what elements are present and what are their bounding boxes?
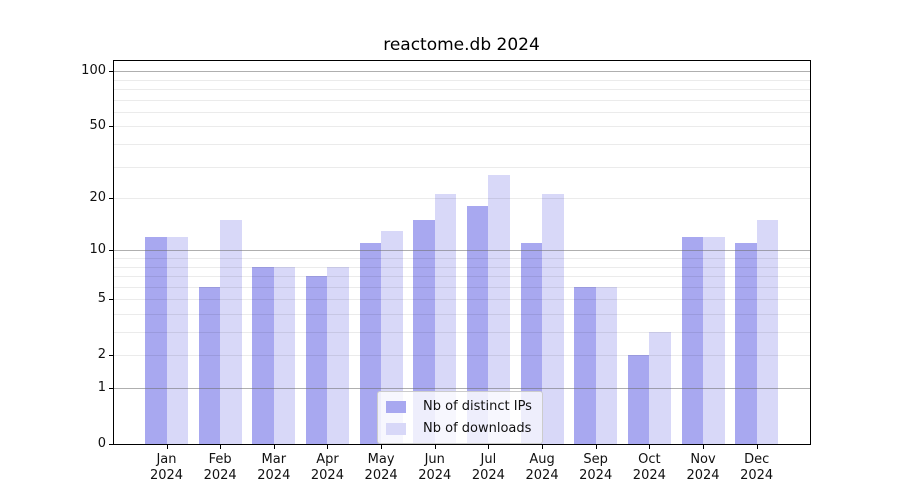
x-tick-mark — [542, 445, 544, 449]
y-tick-mark — [109, 250, 113, 252]
y-tick-label: 10 — [89, 242, 106, 258]
x-tick-mark — [434, 445, 436, 449]
bar-downloads — [542, 194, 564, 444]
bar-distinct-ips — [466, 206, 489, 444]
bar-downloads — [220, 220, 242, 444]
x-tick-mark — [166, 445, 168, 449]
legend-item-downloads: Nb of downloads — [386, 420, 532, 437]
y-tick-label: 2 — [97, 347, 106, 363]
legend: Nb of distinct IPs Nb of downloads — [377, 391, 543, 444]
x-tick-label: Oct 2024 — [632, 452, 666, 483]
gridline-major — [114, 388, 810, 389]
gridline-minor — [114, 89, 810, 91]
gridline-minor — [114, 266, 810, 268]
x-tick-mark — [703, 445, 704, 449]
gridline-minor — [114, 332, 810, 334]
gridline-minor — [114, 144, 810, 146]
gridline-minor — [114, 299, 810, 301]
y-tick-mark — [109, 444, 113, 445]
x-tick-label: Feb 2024 — [203, 452, 237, 483]
bar-distinct-ips — [359, 243, 382, 444]
x-tick-label: Apr 2024 — [310, 452, 344, 483]
bar-downloads — [488, 174, 510, 444]
gridline-major — [114, 71, 810, 73]
bar-distinct-ips — [305, 276, 328, 444]
gridline-minor — [114, 355, 810, 357]
x-tick-label: Jun 2024 — [418, 452, 452, 483]
y-tick-label: 50 — [89, 118, 106, 134]
bar-distinct-ips — [735, 243, 757, 444]
y-tick-mark — [109, 198, 113, 200]
bar-downloads — [327, 266, 349, 444]
y-tick-label: 1 — [97, 380, 106, 395]
plot-spine-bottom — [113, 444, 811, 445]
plot-spine-right — [810, 60, 811, 445]
x-tick-label: Mar 2024 — [257, 452, 291, 483]
x-tick-mark — [756, 445, 758, 449]
legend-item-distinct-ips: Nb of distinct IPs — [386, 398, 532, 415]
bar-downloads — [381, 230, 403, 444]
y-tick-label: 0 — [97, 436, 106, 451]
x-tick-label: Aug 2024 — [525, 452, 559, 483]
legend-label-downloads: Nb of downloads — [423, 421, 532, 436]
bar-distinct-ips — [413, 220, 435, 444]
y-tick-mark — [109, 355, 113, 357]
x-tick-label: Sep 2024 — [579, 452, 613, 483]
y-tick-mark — [109, 388, 113, 389]
bar-downloads — [703, 236, 725, 444]
x-tick-label: Jul 2024 — [471, 452, 505, 483]
chart-title: reactome.db 2024 — [383, 35, 540, 55]
y-tick-mark — [109, 299, 113, 301]
bar-downloads — [595, 286, 618, 444]
y-tick-label: 20 — [89, 190, 106, 206]
bar-downloads — [273, 266, 296, 444]
x-tick-mark — [220, 445, 222, 449]
y-tick-mark — [109, 126, 113, 128]
x-tick-mark — [381, 445, 383, 449]
gridline-minor — [114, 111, 810, 113]
gridline-minor — [114, 79, 810, 81]
legend-label-distinct-ips: Nb of distinct IPs — [423, 399, 532, 414]
bar-distinct-ips — [627, 355, 650, 444]
y-tick-mark — [109, 71, 113, 73]
x-tick-label: Dec 2024 — [740, 452, 774, 483]
x-tick-mark — [649, 445, 651, 449]
bar-downloads — [434, 194, 457, 444]
gridline-minor — [114, 99, 810, 101]
bar-downloads — [166, 236, 188, 444]
gridline-minor — [114, 126, 810, 128]
gridline-minor — [114, 276, 810, 278]
gridline-minor — [114, 166, 810, 168]
bar-distinct-ips — [252, 266, 274, 444]
y-tick-label: 100 — [81, 63, 106, 79]
x-tick-mark — [327, 445, 329, 449]
x-tick-mark — [273, 445, 275, 449]
bar-distinct-ips — [145, 236, 167, 444]
x-tick-mark — [595, 445, 597, 449]
bar-distinct-ips — [681, 236, 703, 444]
gridline-minor — [114, 258, 810, 259]
plot-spine-top — [113, 60, 811, 61]
bar-distinct-ips — [198, 286, 221, 444]
legend-swatch-downloads — [386, 422, 406, 435]
bar-downloads — [756, 220, 779, 444]
gridline-minor — [114, 313, 810, 315]
legend-swatch-distinct-ips — [386, 400, 406, 413]
bar-distinct-ips — [574, 286, 596, 444]
gridline-major — [114, 250, 810, 252]
plot-spine-left — [113, 60, 114, 445]
x-tick-label: Jan 2024 — [149, 452, 184, 483]
gridline-minor — [114, 198, 810, 200]
x-tick-mark — [488, 445, 490, 449]
x-tick-label: May 2024 — [364, 452, 398, 483]
gridline-minor — [114, 286, 810, 288]
y-tick-label: 5 — [97, 291, 106, 307]
x-tick-label: Nov 2024 — [686, 452, 720, 483]
